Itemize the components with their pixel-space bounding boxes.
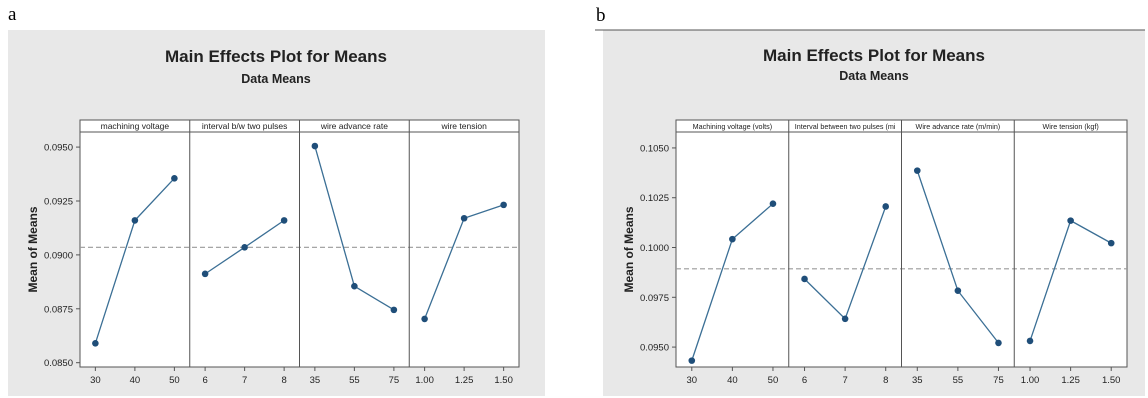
chart-title: Main Effects Plot for Means	[763, 46, 985, 65]
x-tick-label: 8	[281, 375, 286, 386]
y-tick-label: 0.0950	[640, 343, 669, 354]
data-point	[1107, 239, 1115, 247]
data-point	[841, 315, 849, 323]
x-tick-label: 1.00	[415, 375, 434, 386]
x-tick-label: 35	[310, 375, 321, 386]
data-point	[913, 167, 921, 174]
x-tick-label: 30	[686, 375, 697, 386]
x-tick-label: 1.25	[1061, 375, 1080, 386]
y-tick-label: 0.0900	[44, 250, 73, 261]
panel-label: machining voltage	[101, 121, 170, 131]
x-tick-label: 40	[130, 375, 141, 386]
data-point	[995, 339, 1002, 347]
x-tick-label: 7	[842, 375, 847, 386]
data-point	[421, 315, 428, 323]
y-tick-label: 0.0950	[44, 143, 73, 154]
x-tick-label: 40	[727, 375, 738, 386]
panel-label: Machining voltage (volts)	[693, 122, 773, 131]
x-tick-label: 75	[389, 375, 400, 386]
data-point	[500, 201, 507, 209]
x-tick-label: 30	[90, 375, 101, 386]
data-point	[1026, 337, 1034, 345]
y-tick-label: 0.0875	[44, 304, 73, 315]
data-point	[882, 203, 890, 210]
data-point	[729, 235, 736, 243]
y-tick-label: 0.1050	[640, 143, 669, 154]
data-point	[241, 244, 248, 251]
data-point	[390, 306, 398, 314]
x-tick-label: 1.50	[1102, 375, 1121, 386]
data-point	[311, 142, 319, 150]
data-point	[131, 217, 139, 224]
data-point	[1067, 217, 1074, 224]
x-tick-label: 6	[202, 375, 207, 386]
x-tick-label: 50	[768, 375, 779, 386]
data-point	[92, 339, 99, 347]
panel-label: Wire tension (kgf)	[1042, 122, 1098, 131]
panel-label: wire tension	[440, 121, 487, 131]
figure-letter: b	[596, 5, 606, 26]
chart-subtitle: Data Means	[241, 72, 311, 86]
data-point	[801, 275, 808, 283]
x-tick-label: 1.00	[1021, 375, 1040, 386]
figure-letter: a	[8, 4, 17, 25]
y-tick-label: 0.1000	[640, 243, 669, 254]
x-tick-label: 55	[349, 375, 360, 386]
y-tick-label: 0.0850	[44, 358, 73, 369]
data-point	[351, 282, 358, 290]
x-tick-label: 35	[912, 375, 923, 386]
x-tick-label: 75	[993, 375, 1004, 386]
x-tick-label: 8	[883, 375, 888, 386]
chart-subtitle: Data Means	[839, 69, 909, 83]
y-axis-label: Mean of Means	[622, 206, 636, 292]
y-axis-label: Mean of Means	[26, 206, 40, 292]
data-point	[280, 217, 288, 224]
x-tick-label: 1.25	[455, 375, 474, 386]
y-tick-label: 0.0975	[640, 293, 669, 304]
y-tick-label: 0.1025	[640, 193, 669, 204]
data-point	[460, 214, 468, 222]
chart-title: Main Effects Plot for Means	[165, 47, 387, 66]
data-point	[688, 357, 696, 364]
chart-a: a Main Effects Plot for Means Data Means Me…	[8, 4, 545, 396]
x-tick-label: 1.50	[494, 375, 513, 386]
data-point	[954, 287, 962, 295]
chart-b: b Main Effects Plot for Means Data Means Me…	[595, 5, 1145, 396]
panel-label: interval b/w two pulses	[202, 121, 288, 131]
x-tick-label: 6	[802, 375, 807, 386]
x-tick-label: 7	[242, 375, 247, 386]
x-tick-label: 50	[169, 375, 180, 386]
panel-label: wire advance rate	[320, 121, 388, 131]
data-point	[201, 270, 209, 278]
panel-label: Wire advance rate (m/min)	[916, 122, 1001, 131]
data-point	[769, 200, 777, 207]
data-point	[171, 175, 178, 182]
y-tick-label: 0.0925	[44, 196, 73, 207]
panel-label: Interval between two pulses (mi	[795, 122, 896, 131]
x-tick-label: 55	[953, 375, 964, 386]
